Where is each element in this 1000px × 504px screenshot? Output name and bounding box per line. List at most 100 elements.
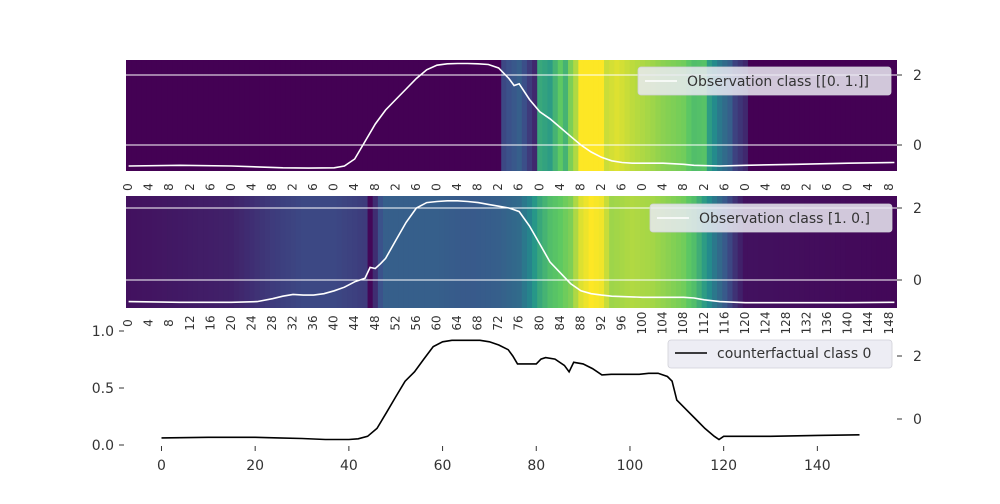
heatmap-cell [537, 196, 543, 308]
heatmap-cell [352, 196, 358, 308]
heatmap-cell [126, 60, 132, 171]
heatmap-cell [696, 196, 703, 308]
heatmap-cell [218, 60, 225, 171]
legend-box-1 [637, 66, 892, 96]
heatmap-cell [146, 196, 153, 308]
x-tick-label: 124 [758, 312, 772, 335]
heatmap-cell [665, 60, 672, 171]
heatmap-cell [814, 196, 821, 308]
heatmap-cell [496, 60, 502, 171]
heatmap-cell [398, 60, 405, 171]
heatmap-cell [825, 60, 831, 171]
heatmap-cell [814, 60, 821, 171]
heatmap-cell [156, 196, 163, 308]
heatmap-cell [717, 196, 723, 308]
heatmap-cell [830, 196, 836, 308]
x-tick-label: 88 [573, 315, 587, 330]
x-tick-label: 48 [368, 315, 382, 330]
heatmap-cell [213, 196, 220, 308]
observation-series-line-2 [128, 200, 895, 304]
heatmap-cell [562, 60, 569, 171]
heatmap-cell [711, 196, 718, 308]
heatmap-cell [372, 196, 379, 308]
right-tick-label: 2 [913, 349, 922, 365]
x-tick-label: 4 [758, 183, 772, 191]
x-tick-label: 136 [820, 312, 834, 335]
heatmap-cell [475, 196, 482, 308]
heatmap-cell [275, 60, 281, 171]
legend-1: Observation class [[0. 1.]] [637, 66, 892, 96]
legend-label-3: counterfactual class 0 [717, 346, 871, 362]
x-tick-label: 0 [157, 458, 166, 474]
heatmap-cell [825, 196, 831, 308]
heatmap-cell [336, 60, 343, 171]
heatmap-cell [506, 60, 513, 171]
heatmap-cell [362, 196, 369, 308]
heatmap-cell [578, 196, 585, 308]
heatmap-cell [383, 60, 389, 171]
heatmap-cell [460, 196, 466, 308]
heatmap-cell [871, 196, 878, 308]
heatmap-cell [891, 196, 897, 308]
heatmap-cell [316, 60, 322, 171]
heatmap-cell [526, 60, 533, 171]
heatmap-cell [568, 60, 574, 171]
heatmap-cell [413, 60, 420, 171]
heatmap-cell [675, 60, 682, 171]
heatmap-cell [855, 60, 862, 171]
heatmap-cell [732, 196, 739, 308]
heatmap-cell [264, 60, 271, 171]
heatmap-cell [753, 60, 759, 171]
heatmap-cell [876, 60, 883, 171]
heatmap-cell [783, 196, 790, 308]
heatmap-cell [177, 60, 184, 171]
heatmap-cell [701, 196, 708, 308]
heatmap-cell [686, 196, 692, 308]
heatmap-cell [259, 196, 266, 308]
x-tick-label: 0 [532, 183, 546, 191]
x-tick-labels-2: 0 4 8 12 16 20 24 28 32 36 40 44 48 52 56 60 64 68 72 76 80 8… [121, 311, 896, 334]
heatmap-cell [588, 60, 595, 171]
heatmap-cell [465, 60, 471, 171]
heatmap-cell [141, 60, 148, 171]
heatmap-cell [321, 60, 328, 171]
heatmap-cell [141, 196, 148, 308]
heatmap-cell [177, 196, 184, 308]
heatmap-cell [341, 60, 348, 171]
heatmap-cell [228, 60, 235, 171]
x-tick-label: 36 [306, 315, 320, 330]
heatmap-cell [768, 196, 775, 308]
heatmap-cell [244, 196, 250, 308]
heatmap-cell [239, 60, 245, 171]
heatmap-cell [655, 60, 662, 171]
heatmap-cell [763, 196, 770, 308]
x-tick-label: 2 [697, 183, 711, 191]
x-tick-label: 12 [183, 315, 197, 330]
heatmap-cell [259, 60, 266, 171]
heatmap-cell [408, 60, 415, 171]
x-tick-label: 84 [553, 315, 567, 330]
heatmap-cell [557, 196, 564, 308]
x-tick-label: 6 [820, 183, 834, 191]
heatmap-cell [228, 196, 235, 308]
heatmap-cell [470, 196, 477, 308]
heatmap-cell [295, 196, 302, 308]
x-tick-label: 0 [121, 319, 135, 327]
heatmap-cell [850, 60, 857, 171]
heatmap-cell [583, 196, 590, 308]
heatmap-cell [773, 196, 780, 308]
x-tick-label: 32 [286, 315, 300, 330]
heatmap-cell [763, 60, 770, 171]
x-tick-label: 0 [224, 183, 238, 191]
heatmap-cell [187, 60, 194, 171]
heatmap-cell [835, 196, 842, 308]
right-tick-label: 2 [913, 68, 922, 84]
x-tick-label: 40 [327, 315, 341, 330]
heatmap-cell [609, 60, 615, 171]
heatmap-cell [845, 60, 852, 171]
x-tick-label: 4 [347, 183, 361, 191]
heatmap-cell [496, 196, 502, 308]
right-tick-label: 0 [913, 138, 922, 154]
heatmap-cell [891, 60, 897, 171]
